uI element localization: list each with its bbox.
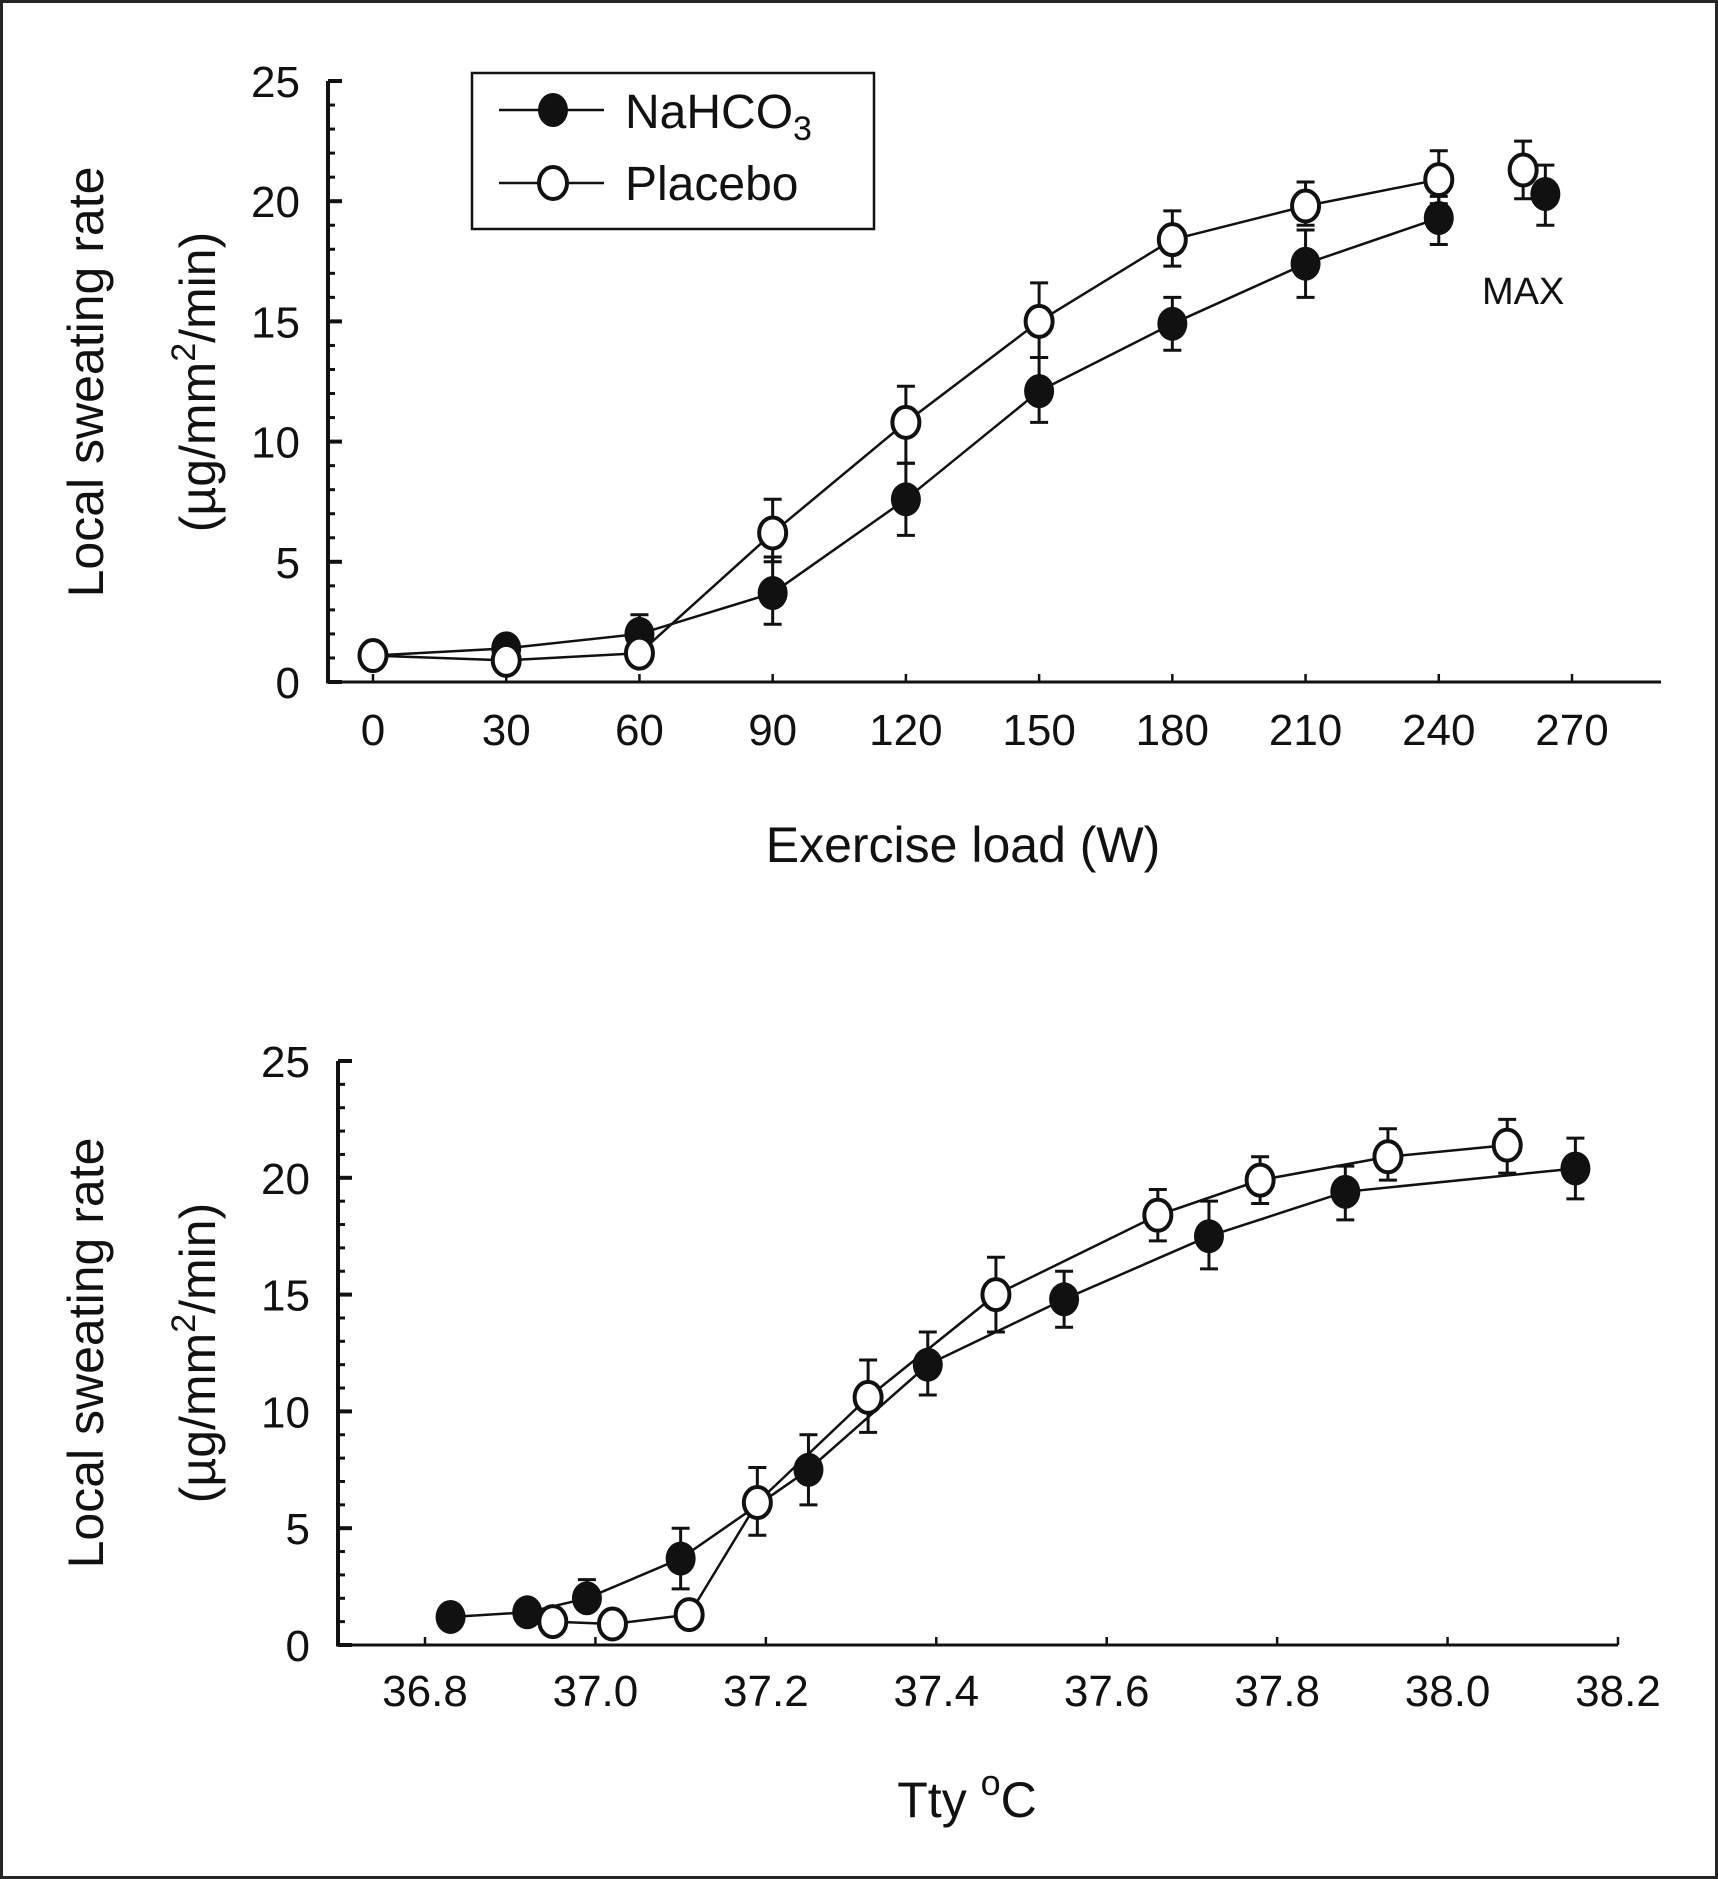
top-x-tick-label: 60 <box>615 706 664 755</box>
data-point-placebo <box>741 1485 773 1521</box>
bottom-y-tick-label: 25 <box>261 1038 310 1087</box>
top-x-tick-label: 180 <box>1136 706 1209 755</box>
bottom-y-tick-label: 5 <box>286 1505 310 1554</box>
bottom-x-tick-label: 37.2 <box>723 1667 809 1716</box>
data-point-placebo <box>980 1277 1012 1313</box>
data-point-placebo <box>596 1606 628 1642</box>
data-point-nahco3 <box>1560 1151 1591 1186</box>
bottom-y-tick-label: 20 <box>261 1155 310 1204</box>
top-x-tick-label: 150 <box>1002 706 1075 755</box>
bottom-y-tick-label: 15 <box>261 1272 310 1321</box>
top-y-axis-title: Local sweating rate (µg/mm2/min) <box>58 167 226 598</box>
data-point-nahco3 <box>1330 1174 1361 1209</box>
data-point-nahco3 <box>1290 246 1321 281</box>
data-point-nahco3 <box>890 482 921 517</box>
data-point-placebo <box>537 1604 569 1640</box>
max-data-point-nahco3 <box>1530 176 1561 211</box>
top-chart: 0 5 10 15 20 25 0 30 60 90 120 150 180 210 240 270 NaHC… <box>58 58 1661 873</box>
legend-marker-filled-circle-icon <box>538 93 568 127</box>
legend: NaHCO3 Placebo <box>470 71 876 231</box>
bottom-x-tick-label: 38.0 <box>1405 1667 1491 1716</box>
series-line-nahco3 <box>450 1167 1576 1619</box>
top-y-axis-title-line2: (µg/mm2/min) <box>165 232 226 533</box>
bottom-x-tick-label: 36.8 <box>382 1667 468 1716</box>
data-point-placebo <box>490 642 522 678</box>
data-point-nahco3 <box>1157 306 1188 341</box>
top-y-tick-label: 10 <box>251 419 300 468</box>
data-point-nahco3 <box>1024 374 1055 409</box>
series-line-placebo <box>552 1143 1508 1626</box>
bottom-x-axis-title: Tty oC <box>897 1762 1036 1828</box>
data-point-placebo <box>1142 1197 1174 1233</box>
data-point-nahco3 <box>571 1581 602 1616</box>
data-point-nahco3 <box>1193 1219 1224 1254</box>
legend-label-placebo: Placebo <box>625 158 798 211</box>
bottom-x-tick-label: 37.0 <box>553 1667 639 1716</box>
bottom-x-tick-label: 38.2 <box>1575 1667 1661 1716</box>
top-y-tick-label: 15 <box>251 298 300 347</box>
top-x-tick-label: 90 <box>748 706 797 755</box>
bottom-axes: 0 5 10 15 20 25 36.8 37.0 37.2 37.4 37.6 37.8 38.0 38… <box>261 1038 1661 1716</box>
top-x-tick-label: 120 <box>869 706 942 755</box>
top-y-tick-label: 25 <box>251 58 300 107</box>
bottom-y-tick-label: 0 <box>286 1622 310 1671</box>
max-data-point-placebo <box>1507 152 1539 188</box>
top-x-tick-label: 0 <box>361 706 385 755</box>
top-x-axis-title: Exercise load (W) <box>766 817 1161 873</box>
data-point-nahco3 <box>757 576 788 611</box>
bottom-x-tick-label: 37.8 <box>1234 1667 1320 1716</box>
bottom-x-tick-label: 37.6 <box>1064 1667 1150 1716</box>
bottom-y-axis-title-line1: Local sweating rate <box>58 1138 114 1569</box>
bottom-y-axis-title-line2: (µg/mm2/min) <box>165 1203 226 1504</box>
data-point-nahco3 <box>793 1452 824 1487</box>
data-point-placebo <box>852 1379 884 1415</box>
data-point-nahco3 <box>1423 201 1454 236</box>
data-point-placebo <box>1244 1162 1276 1198</box>
bottom-chart: 0 5 10 15 20 25 36.8 37.0 37.2 37.4 37.6 37.8 38.0 38… <box>58 1038 1661 1828</box>
data-point-placebo <box>1023 303 1055 339</box>
data-point-placebo <box>1156 222 1188 258</box>
data-point-placebo <box>357 638 389 674</box>
top-y-axis-title-line1: Local sweating rate <box>58 167 114 598</box>
bottom-y-tick-label: 10 <box>261 1388 310 1437</box>
data-point-placebo <box>890 404 922 440</box>
top-x-tick-label: 270 <box>1535 706 1608 755</box>
top-x-tick-label: 240 <box>1402 706 1475 755</box>
legend-box <box>470 71 876 231</box>
data-point-placebo <box>757 515 789 551</box>
data-point-placebo <box>1423 162 1455 198</box>
data-point-nahco3 <box>665 1541 696 1576</box>
max-annotation: MAX <box>1482 271 1564 313</box>
data-point-nahco3 <box>512 1595 543 1630</box>
top-y-tick-label: 20 <box>251 178 300 227</box>
top-x-tick-label: 30 <box>482 706 531 755</box>
bottom-plot-area <box>435 1117 1591 1642</box>
bottom-y-axis-title: Local sweating rate (µg/mm2/min) <box>58 1138 226 1569</box>
top-axes: 0 5 10 15 20 25 0 30 60 90 120 150 180 210 240 270 <box>251 58 1661 755</box>
data-point-placebo <box>1372 1139 1404 1175</box>
legend-marker-open-circle-icon <box>537 165 569 201</box>
data-point-nahco3 <box>912 1347 943 1382</box>
data-point-placebo <box>1290 188 1322 224</box>
top-x-tick-label: 210 <box>1269 706 1342 755</box>
data-point-nahco3 <box>1049 1282 1080 1317</box>
top-y-tick-label: 0 <box>276 659 300 708</box>
top-y-tick-label: 5 <box>276 539 300 588</box>
data-point-placebo <box>673 1597 705 1633</box>
bottom-x-tick-label: 37.4 <box>893 1667 979 1716</box>
data-point-placebo <box>1491 1127 1523 1163</box>
top-plot-area <box>357 139 1561 678</box>
legend-label-nahco3: NaHCO3 <box>625 86 812 148</box>
data-point-nahco3 <box>435 1599 466 1634</box>
data-point-placebo <box>623 635 655 671</box>
